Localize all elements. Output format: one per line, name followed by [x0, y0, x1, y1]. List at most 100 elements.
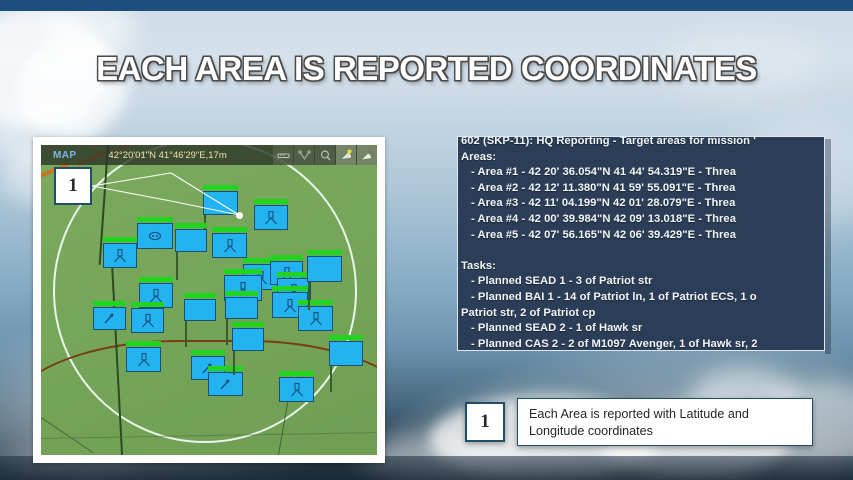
map-flag-symbol[interactable] [175, 223, 207, 280]
launcher-icon [213, 234, 246, 257]
map-unit-symbol[interactable] [126, 341, 161, 372]
launcher-icon [299, 307, 332, 330]
report-line: - Planned BAI 1 - 14 of Patriot ln, 1 of… [471, 290, 757, 303]
unit-status-bar [137, 217, 173, 222]
unit-status-bar [212, 227, 247, 232]
unit-body [272, 292, 308, 318]
unit-body [137, 223, 173, 249]
report-lines: 602 (SKP-11): HQ Reporting - Target area… [458, 136, 824, 350]
map-toolbar[interactable]: MAP 42°20'01"N 41°46'29"E,17m [41, 145, 377, 165]
report-line: - Planned SEAD 1 - 3 of Patriot str [471, 275, 653, 288]
flag-body [225, 297, 258, 319]
map-toolbar-label: MAP [53, 149, 77, 161]
report-line: - Area #5 - 42 07' 56.165"N 42 06' 39.42… [471, 228, 736, 241]
radar-dish-icon[interactable] [336, 145, 356, 165]
report-panel-shadow [825, 139, 831, 354]
map-panel[interactable]: 1 MAP 42°20'01"N 41°46'29"E,17m [33, 137, 385, 463]
unit-status-bar [126, 341, 161, 346]
flag-stem [185, 321, 187, 347]
unit-body [131, 308, 164, 333]
flag-stem [330, 366, 332, 392]
unit-status-bar [103, 237, 137, 242]
missile-icon [209, 373, 242, 395]
flag-body [329, 341, 363, 366]
search-zoom-icon[interactable] [315, 145, 335, 165]
unit-status-bar [279, 371, 314, 376]
report-line: Patriot str, 2 of Patriot cp [461, 306, 596, 319]
flag-status-bar [232, 322, 264, 327]
unit-status-bar [191, 350, 225, 355]
map-unit-symbol[interactable] [103, 237, 137, 268]
launcher-icon [255, 206, 287, 229]
flag-body [307, 256, 342, 282]
report-line: Tasks: [461, 259, 496, 272]
caption-text: Each Area is reported with Latitude and … [529, 407, 749, 438]
launcher-icon [280, 378, 313, 401]
unit-body [212, 233, 247, 258]
map-coordinate-readout: 42°20'01"N 41°46'29"E,17m [108, 149, 227, 161]
flag-body [175, 229, 207, 252]
map-flag-symbol[interactable] [232, 322, 264, 375]
slide-title: EACH AREA IS REPORTED COORDINATES [96, 50, 757, 87]
unit-status-bar [272, 286, 308, 291]
caption-number-badge: 1 [465, 402, 505, 442]
report-line: - Planned CAS 2 - 2 of M1097 Avenger, 1 … [471, 337, 758, 350]
unit-body [93, 307, 126, 330]
report-line: - Area #4 - 42 00' 39.984"N 42 09' 13.01… [471, 212, 736, 225]
unit-body [254, 205, 288, 230]
launcher-icon [273, 293, 307, 317]
flag-stem [176, 252, 178, 280]
map-toolbar-icons[interactable] [272, 145, 377, 165]
map-unit-symbol[interactable] [137, 217, 173, 249]
cloud-shape [663, 30, 823, 100]
flag-status-bar [225, 291, 258, 296]
report-line: - Planned SEAD 2 - 1 of Hawk sr [471, 322, 643, 335]
map-flag-symbol[interactable] [184, 293, 216, 347]
report-line: - Area #2 - 42 12' 11.380"N 41 59' 55.09… [471, 181, 736, 194]
report-text-panel[interactable]: 602 (SKP-11): HQ Reporting - Target area… [457, 136, 825, 351]
radar-icon [138, 224, 172, 248]
flag-status-bar [175, 223, 207, 228]
flag-stem [226, 319, 228, 345]
report-line-blank [458, 243, 824, 259]
map-unit-symbol[interactable] [212, 227, 247, 258]
ruler-icon[interactable] [273, 145, 293, 165]
unit-body [126, 347, 161, 372]
map-flag-symbol[interactable] [307, 250, 342, 310]
map-unit-symbol[interactable] [279, 371, 314, 402]
map-unit-symbol[interactable] [254, 199, 288, 230]
unit-status-bar [93, 301, 126, 306]
report-line: 602 (SKP-11): HQ Reporting - Target area… [461, 136, 756, 147]
flag-body [184, 299, 216, 321]
unit-status-bar [277, 272, 311, 277]
map-unit-symbol[interactable] [131, 302, 164, 333]
callout-anchor-dot [236, 212, 243, 219]
unit-body [298, 306, 333, 331]
flag-status-bar [184, 293, 216, 298]
launcher-icon [132, 309, 163, 332]
route-icon[interactable] [294, 145, 314, 165]
flag-body [232, 328, 264, 351]
satellite-layer-icon[interactable] [357, 145, 377, 165]
map-unit-symbol[interactable] [93, 301, 126, 330]
map-viewport[interactable]: 1 MAP 42°20'01"N 41°46'29"E,17m [41, 145, 377, 455]
launcher-icon [127, 348, 160, 371]
report-line: - Area #1 - 42 20' 36.054"N 41 44' 54.31… [471, 166, 736, 179]
map-unit-symbol[interactable] [208, 366, 243, 396]
top-accent-band [0, 0, 853, 11]
unit-status-bar [131, 302, 164, 307]
unit-status-bar [298, 300, 333, 305]
launcher-icon [140, 284, 172, 307]
report-line: - Area #3 - 42 11' 04.199"N 42 01' 28.07… [471, 197, 736, 210]
map-unit-symbol[interactable] [272, 286, 308, 318]
caption-body: Each Area is reported with Latitude and … [517, 398, 813, 446]
caption-callout: 1 Each Area is reported with Latitude an… [465, 398, 813, 446]
report-line: Areas: [461, 150, 497, 163]
map-flag-symbol[interactable] [329, 335, 363, 392]
missile-icon [94, 308, 125, 329]
map-flag-symbol[interactable] [225, 291, 258, 345]
map-unit-symbol[interactable] [298, 300, 333, 331]
unit-status-bar [208, 366, 243, 371]
flag-stem [233, 351, 235, 375]
unit-body [103, 243, 137, 268]
